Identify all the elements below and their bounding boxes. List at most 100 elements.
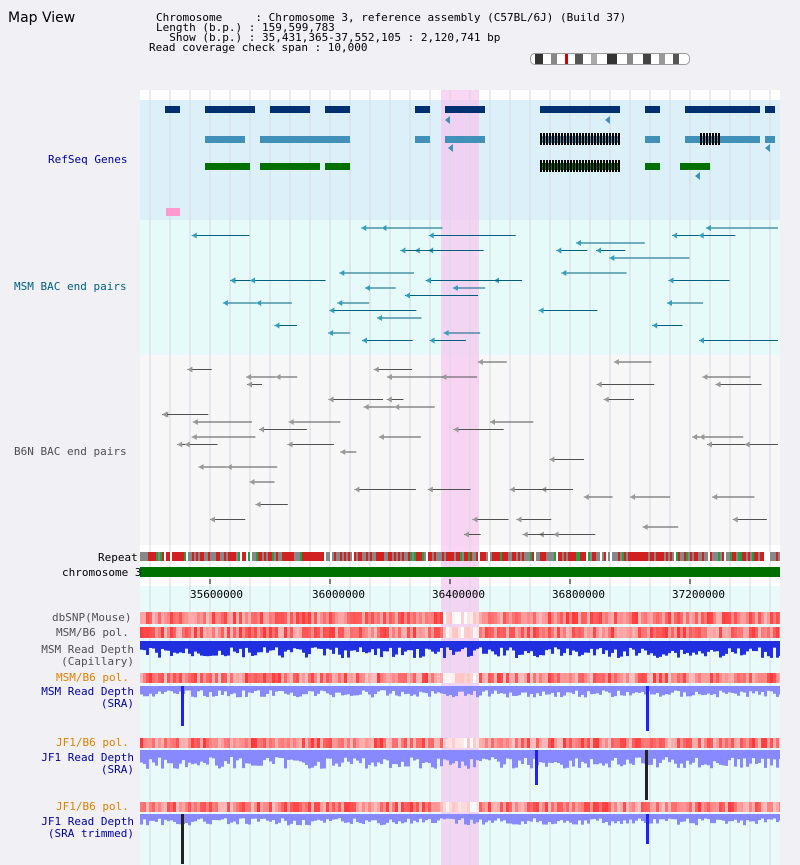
- depth-bar: [320, 641, 323, 649]
- depth-bar: [275, 686, 278, 692]
- heat-cell: [284, 612, 287, 624]
- depth-bar: [764, 750, 767, 768]
- heat-cell: [602, 738, 605, 748]
- depth-bar: [698, 686, 701, 695]
- heat-cell: [368, 673, 371, 683]
- repeat-block: [364, 552, 366, 561]
- depth-spike: [181, 814, 184, 864]
- msm-bac-end: [666, 300, 672, 306]
- heat-cell: [203, 802, 206, 812]
- b6n-bac-end: [427, 486, 433, 493]
- heat-cell: [668, 738, 671, 748]
- heat-cell: [362, 802, 365, 812]
- repeat-block: [610, 552, 612, 561]
- depth-bar: [224, 750, 227, 762]
- repeat-block: [468, 552, 470, 561]
- heat-cell: [182, 627, 185, 638]
- heat-cell: [722, 673, 725, 683]
- depth-bar: [311, 641, 314, 648]
- msm-bac-end: [329, 307, 335, 314]
- depth-bar: [230, 641, 233, 648]
- heat-cell: [302, 738, 305, 748]
- repeat-block: [698, 552, 700, 561]
- repeat-block: [186, 552, 188, 561]
- refseq-gene: [325, 163, 350, 170]
- info-show-range: Show (b.p.) : 35,431,365-37,552,105 : 2,…: [156, 31, 501, 44]
- heat-cell: [254, 627, 257, 638]
- repeat-block: [426, 552, 428, 561]
- map-plot[interactable]: [140, 90, 780, 865]
- depth-bar: [587, 814, 590, 824]
- depth-bar: [614, 686, 617, 697]
- depth-bar: [350, 686, 353, 696]
- heat-cell: [164, 612, 167, 624]
- heat-cell: [470, 738, 473, 748]
- depth-bar: [581, 814, 584, 825]
- depth-bar: [593, 814, 596, 819]
- heat-cell: [314, 738, 317, 748]
- heat-cell: [602, 673, 605, 683]
- heat-cell: [170, 673, 173, 683]
- heat-cell: [692, 802, 695, 812]
- depth-bar: [500, 641, 503, 648]
- repeat-block: [702, 552, 704, 561]
- heat-cell: [470, 802, 473, 812]
- b6n-bac-end: [522, 531, 528, 538]
- heat-cell: [710, 738, 713, 748]
- heat-cell: [719, 802, 722, 812]
- heat-cell: [161, 673, 164, 683]
- depth-bar: [716, 641, 719, 652]
- depth-bar: [221, 686, 224, 695]
- depth-bar: [437, 686, 440, 693]
- heat-cell: [209, 738, 212, 748]
- depth-bar: [698, 814, 701, 819]
- heat-cell: [284, 627, 287, 638]
- repeat-block: [474, 552, 476, 561]
- depth-bar: [656, 686, 659, 694]
- heat-cell: [287, 627, 290, 638]
- heat-cell: [347, 673, 350, 683]
- depth-bar: [545, 641, 548, 651]
- heat-cell: [395, 738, 398, 748]
- repeat-block: [372, 552, 374, 561]
- heat-cell: [467, 673, 470, 683]
- heat-cell: [536, 673, 539, 683]
- chromosome-ideogram[interactable]: [530, 53, 690, 65]
- heat-cell: [296, 627, 299, 638]
- refseq-exon: [549, 133, 551, 145]
- depth-bar: [527, 814, 530, 821]
- depth-bar: [674, 686, 677, 691]
- depth-bar: [275, 641, 278, 648]
- map-canvas[interactable]: [140, 90, 780, 865]
- repeat-block: [546, 552, 548, 561]
- heat-cell: [242, 627, 245, 638]
- refseq-exon: [600, 160, 602, 172]
- depth-bar: [407, 686, 410, 694]
- depth-bar: [572, 814, 575, 825]
- heat-cell: [734, 627, 737, 638]
- heat-cell: [419, 627, 422, 638]
- depth-bar: [689, 814, 692, 824]
- heat-cell: [308, 627, 311, 638]
- heat-cell: [413, 738, 416, 748]
- depth-bar: [737, 814, 740, 823]
- heat-cell: [269, 673, 272, 683]
- heat-cell: [194, 612, 197, 624]
- depth-bar: [728, 686, 731, 693]
- heat-cell: [713, 802, 716, 812]
- heat-cell: [587, 627, 590, 638]
- depth-bar: [338, 641, 341, 655]
- refseq-gene: [680, 163, 710, 170]
- depth-bar: [287, 814, 290, 826]
- depth-bar: [743, 750, 746, 759]
- heat-cell: [368, 738, 371, 748]
- heat-cell: [650, 738, 653, 748]
- heat-cell: [347, 627, 350, 638]
- depth-bar: [761, 814, 764, 819]
- depth-bar: [335, 641, 338, 648]
- repeat-block: [574, 552, 576, 561]
- depth-bar: [563, 686, 566, 696]
- heat-cell: [221, 612, 224, 624]
- heat-cell: [554, 673, 557, 683]
- msm-bac-end: [365, 285, 371, 291]
